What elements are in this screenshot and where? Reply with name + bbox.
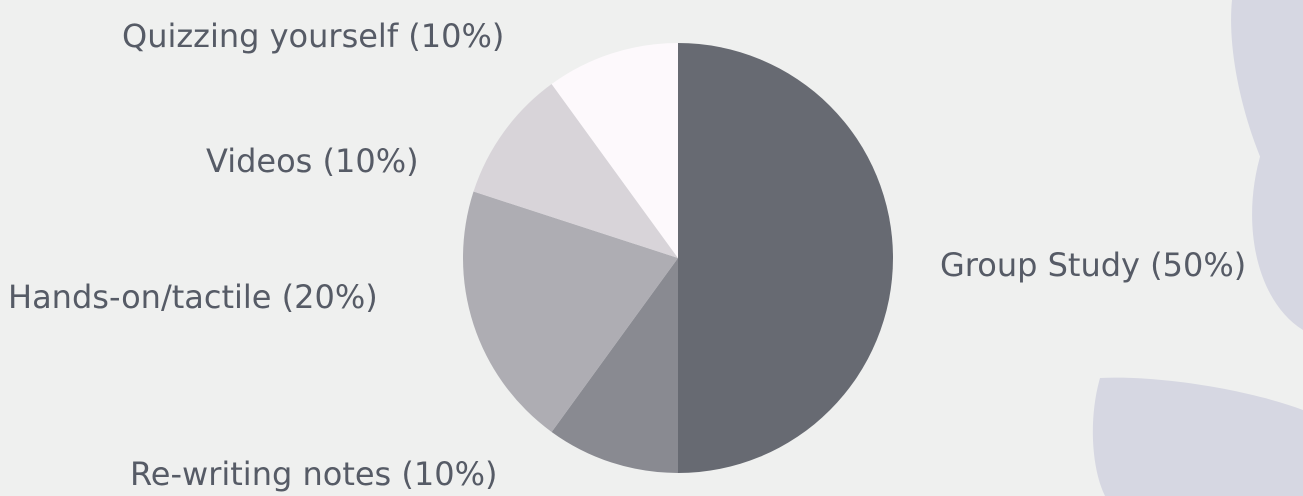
slice-label-group-study: Group Study (50%) (940, 246, 1246, 284)
leaf-shape-lower (1092, 377, 1303, 496)
pie-slice-quizzing-yourself (551, 43, 678, 258)
pie-slices (462, 43, 893, 473)
leaf-shape-upper (1231, 0, 1303, 230)
slice-label-quizzing-yourself: Quizzing yourself (10%) (122, 17, 504, 55)
pie-slice-re-writing-notes (551, 258, 678, 473)
slice-label-videos: Videos (10%) (206, 142, 419, 180)
pie-slice-videos (473, 84, 678, 258)
leaf-shape-middle (1252, 150, 1303, 330)
slice-label-hands-on-tactile: Hands-on/tactile (20%) (8, 278, 378, 316)
leaf-decoration (1092, 0, 1303, 496)
pie-labels: Group Study (50%) Re-writing notes (10%)… (8, 17, 1246, 493)
pie-slice-hands-on-tactile (462, 191, 678, 432)
slice-label-re-writing-notes: Re-writing notes (10%) (130, 455, 497, 493)
pie-slice-group-study (678, 43, 893, 473)
